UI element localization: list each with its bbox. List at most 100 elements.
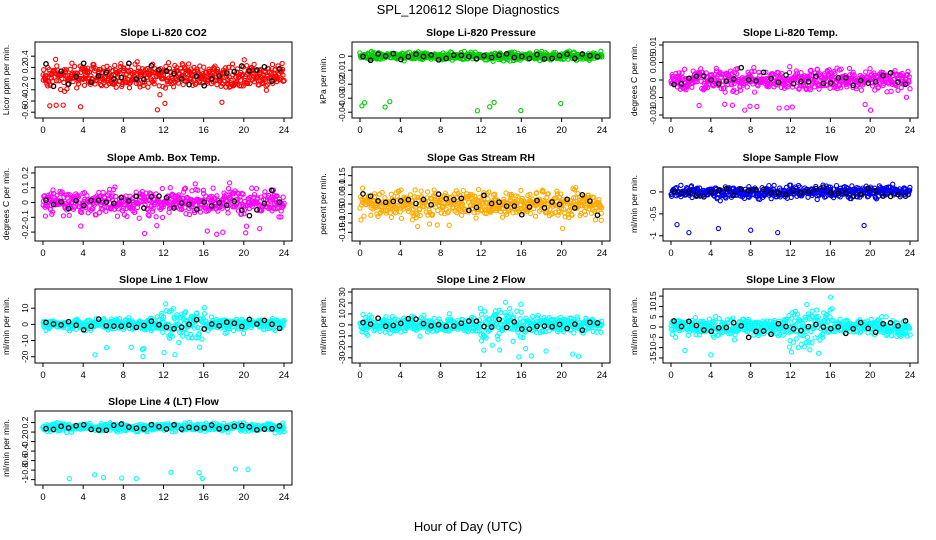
data-point (163, 301, 169, 307)
y-tick-label: 0 (648, 324, 658, 329)
data-point (361, 213, 367, 219)
data-point (59, 189, 65, 195)
data-point (201, 311, 208, 317)
data-point (359, 103, 365, 109)
data-point-marker (397, 56, 404, 63)
data-point (132, 209, 138, 215)
data-point (499, 214, 506, 220)
data-point (197, 344, 203, 350)
data-point (141, 79, 147, 85)
data-point (233, 74, 239, 80)
data-point (776, 105, 782, 111)
chart-panel-4: Slope Amb. Box Temp.degrees C per min.0 4… (1, 152, 293, 259)
data-point-marker (723, 78, 730, 85)
y-axis-label: ml/min per min. (629, 175, 639, 233)
data-point (426, 207, 432, 213)
data-point (240, 330, 247, 337)
data-point (159, 214, 166, 221)
data-point (475, 186, 482, 193)
x-tick-label: 4 (398, 370, 403, 381)
x-tick-label: 12 (476, 125, 487, 136)
data-point-marker (133, 76, 140, 82)
data-point (807, 87, 813, 93)
data-point (112, 184, 118, 190)
data-point-marker (216, 73, 223, 79)
data-point (53, 102, 59, 108)
data-point (82, 196, 88, 202)
data-point-marker (231, 68, 238, 75)
y-tick-label: -0.2 (20, 224, 30, 239)
x-tick-label: 16 (516, 125, 527, 136)
data-points (40, 301, 287, 360)
data-point (532, 213, 539, 219)
data-points (357, 184, 605, 232)
data-point-marker (775, 79, 782, 86)
data-point (729, 71, 735, 77)
data-point (733, 89, 740, 95)
data-point (237, 77, 244, 83)
data-point-marker (171, 205, 177, 211)
data-point (808, 67, 814, 73)
data-point-marker (269, 78, 275, 85)
data-point (149, 78, 155, 84)
data-point (507, 305, 513, 312)
data-point-marker (813, 73, 819, 80)
data-point-marker (360, 191, 366, 197)
data-point-marker (178, 200, 185, 206)
data-point-marker (496, 52, 502, 59)
y-tick-label: 0 (337, 54, 347, 59)
data-point (50, 187, 56, 193)
x-tick-label: 16 (516, 370, 527, 381)
data-point (871, 70, 877, 76)
x-tick-label: 24 (279, 370, 290, 381)
data-point-marker (571, 55, 578, 62)
y-tick-label: -0.005 (648, 85, 658, 109)
data-point-marker (715, 80, 722, 87)
data-point (103, 344, 110, 351)
data-point (279, 66, 286, 73)
data-point (751, 89, 758, 95)
data-point (477, 305, 484, 312)
data-point-marker (783, 72, 789, 78)
data-point-marker (842, 74, 849, 81)
x-tick-label: 4 (398, 248, 403, 259)
data-point-marker (443, 55, 450, 62)
data-point-marker (594, 53, 601, 60)
y-tick-label: 0.2 (20, 167, 30, 179)
x-tick-label: 8 (121, 125, 126, 136)
y-axis-label: ml/min per min. (318, 297, 328, 355)
data-point (717, 198, 723, 204)
data-point (281, 200, 287, 207)
data-point (827, 85, 833, 91)
data-point (895, 87, 901, 93)
data-point (851, 72, 857, 79)
data-point (754, 103, 760, 110)
data-point-marker (790, 80, 797, 87)
data-point-marker (827, 80, 834, 86)
data-point-marker (208, 203, 215, 209)
data-point-marker (375, 51, 381, 57)
y-tick-label: 0.1 (20, 182, 30, 194)
data-point (42, 213, 49, 219)
data-point (251, 79, 258, 85)
data-point (54, 63, 60, 69)
data-point (128, 344, 134, 350)
data-point-marker (95, 197, 102, 204)
data-point (791, 318, 798, 324)
data-point (884, 89, 890, 95)
data-point-marker (201, 82, 208, 89)
data-point (398, 329, 404, 335)
x-tick-label: 4 (81, 248, 86, 259)
data-point (784, 105, 790, 111)
data-point (175, 80, 182, 86)
data-point-marker (246, 212, 253, 219)
data-point (775, 229, 781, 236)
data-point-marker (382, 53, 389, 59)
data-point (394, 193, 401, 200)
data-point (722, 101, 728, 107)
data-point (48, 191, 54, 197)
x-tick-label: 12 (785, 248, 796, 259)
